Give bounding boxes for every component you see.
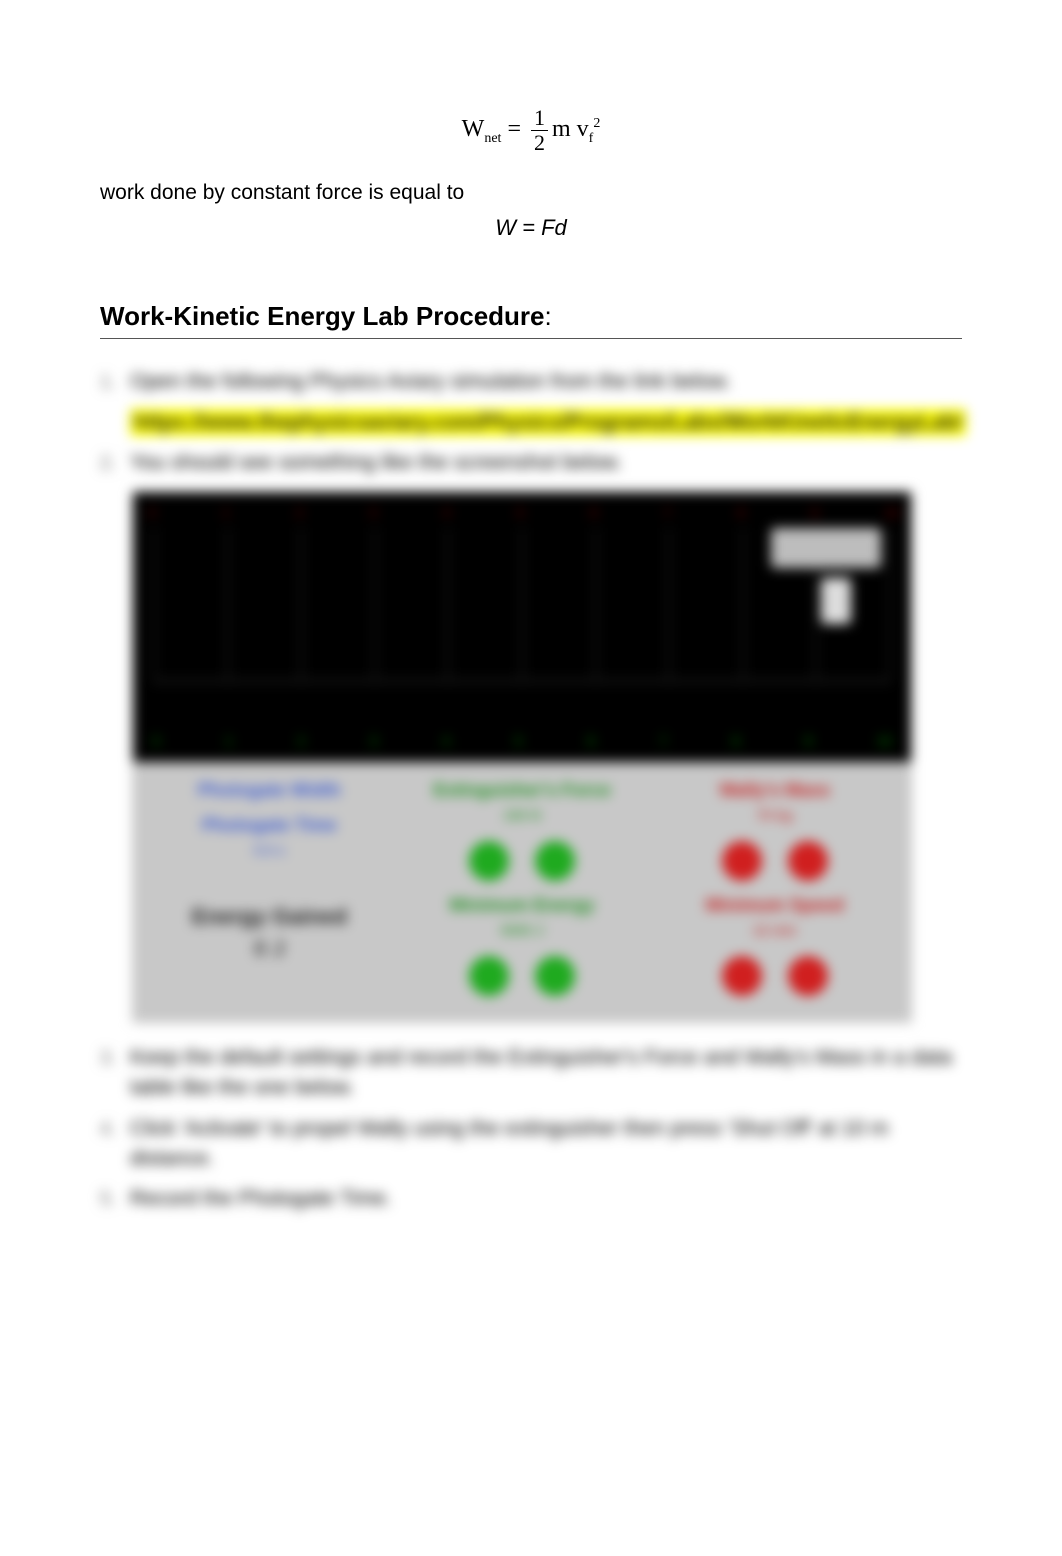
eq1-squared: 2 [593, 116, 600, 131]
section-heading: Work-Kinetic Energy Lab Procedure: [100, 301, 962, 339]
list-text: Click 'Activate' to propel Wally using t… [130, 1114, 962, 1175]
list-number: 4. [100, 1114, 130, 1144]
sim-col-left: Photogate Width Photogate Time 0.0 s Ene… [153, 780, 386, 1004]
procedure-item-link: https://www.thephysicsaviary.com/Physics… [130, 408, 962, 438]
energy-increase-button[interactable] [535, 956, 575, 996]
procedure-item-5: 5. Record the Photogate Time. [100, 1184, 962, 1214]
mass-increase-button[interactable] [788, 841, 828, 881]
energy-gained-value: 0 J [153, 936, 386, 962]
energy-buttons [406, 956, 639, 996]
sim-col-mid: Extinguisher's Force 100 N Minimum Energ… [406, 780, 639, 1004]
sim-green-labels: 0 1 2 3 4 5 6 7 8 9 10 [153, 734, 891, 748]
equation-wnet: Wnet = 12m vf2 [100, 106, 962, 155]
list-number: 3. [100, 1043, 130, 1073]
document-page: Wnet = 12m vf2 work done by constant for… [0, 0, 1062, 1345]
sim-top-panel: 0 1 2 3 4 5 6 7 8 9 10 0 1 [133, 492, 911, 762]
eq1-frac-den: 2 [531, 131, 548, 155]
highlighted-link[interactable]: https://www.thephysicsaviary.com/Physics… [130, 409, 966, 436]
energy-gained-label: Energy Gained [153, 904, 386, 930]
section-heading-text: Work-Kinetic Energy Lab Procedure [100, 301, 545, 331]
speed-decrease-button[interactable] [722, 956, 762, 996]
mass-value: 70 kg [658, 807, 891, 823]
eq1-equals: = [501, 116, 527, 142]
mass-decrease-button[interactable] [722, 841, 762, 881]
min-energy-value: 5000 J [406, 922, 639, 938]
list-number: 2. [100, 448, 130, 478]
extinguisher-force-label: Extinguisher's Force [406, 780, 639, 801]
extinguisher-force-value: 100 N [406, 807, 639, 823]
equation-wfd: W = Fd [100, 215, 962, 241]
eq1-frac-num: 1 [531, 106, 548, 131]
list-text: Keep the default settings and record the… [130, 1043, 962, 1104]
min-speed-label: Minimum Speed [658, 895, 891, 916]
photogate-width-label: Photogate Width [153, 780, 386, 801]
procedure-list: 1. Open the following Physics Aviary sim… [100, 367, 962, 1215]
mass-label: Wally's Mass [658, 780, 891, 801]
sim-baseline [153, 680, 891, 682]
sim-bottom-panel: Photogate Width Photogate Time 0.0 s Ene… [133, 762, 911, 1022]
simulation-screenshot: 0 1 2 3 4 5 6 7 8 9 10 0 1 [132, 491, 912, 1023]
speed-buttons [658, 956, 891, 996]
procedure-item-1: 1. Open the following Physics Aviary sim… [100, 367, 962, 397]
list-number: 1. [100, 367, 130, 397]
procedure-item-3: 3. Keep the default settings and record … [100, 1043, 962, 1104]
eq1-sub: net [484, 131, 501, 146]
procedure-item-2: 2. You should see something like the scr… [100, 448, 962, 478]
body-text-line: work done by constant force is equal to [100, 181, 962, 205]
min-speed-value: 12 m/s [658, 922, 891, 938]
min-energy-label: Minimum Energy [406, 895, 639, 916]
list-text: Record the Photogate Time. [130, 1184, 962, 1214]
eq1-f: f [589, 131, 594, 146]
sim-col-right: Wally's Mass 70 kg Minimum Speed 12 m/s [658, 780, 891, 1004]
list-number: 5. [100, 1184, 130, 1214]
force-increase-button[interactable] [535, 841, 575, 881]
force-buttons [406, 841, 639, 881]
photogate-time-value: 0.0 s [153, 842, 386, 858]
section-heading-colon: : [545, 301, 552, 331]
activate-button[interactable] [771, 528, 881, 568]
energy-decrease-button[interactable] [469, 956, 509, 996]
speed-increase-button[interactable] [788, 956, 828, 996]
force-decrease-button[interactable] [469, 841, 509, 881]
procedure-item-4: 4. Click 'Activate' to propel Wally usin… [100, 1114, 962, 1175]
sim-wally-object [821, 578, 851, 624]
eq1-fraction: 12 [531, 106, 548, 155]
mass-buttons [658, 841, 891, 881]
list-text: You should see something like the screen… [130, 448, 962, 478]
list-text: Open the following Physics Aviary simula… [130, 367, 962, 397]
photogate-time-label: Photogate Time [153, 815, 386, 836]
eq1-mv: m v [552, 116, 589, 142]
eq1-lhs: W [462, 116, 485, 142]
